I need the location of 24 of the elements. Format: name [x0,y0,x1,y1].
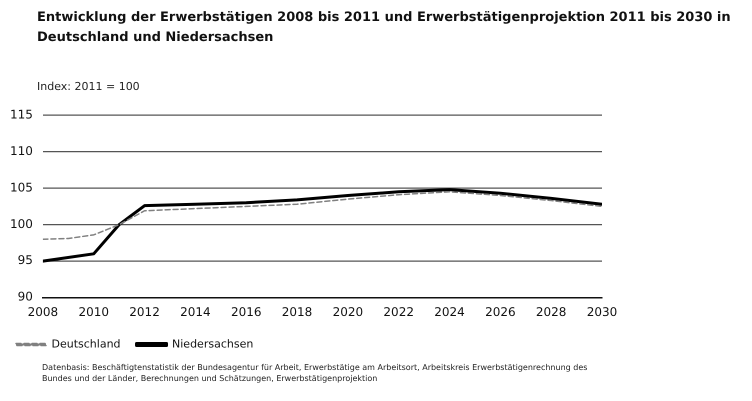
legend-label: Deutschland [52,337,121,350]
y-tick-label: 110 [10,144,33,158]
y-tick-label: 95 [18,253,33,268]
x-tick-label: 2028 [536,304,566,319]
x-tick-label: 2030 [586,304,618,319]
x-tick-label: 2020 [332,304,364,319]
x-tick-label: 2008 [28,304,58,319]
x-tick-label: 2026 [485,304,516,319]
x-tick-label: 2022 [383,304,414,319]
y-tick-label: 115 [10,107,33,122]
legend-label: Niedersachsen [172,337,254,350]
chart-title: Entwicklung der Erwerbstätigen 2008 bis 2011 und Erwerbstätigenprojektion 2011 bis 2030 in Deutschland und Niedersachsen [37,9,732,47]
x-tick-label: 2014 [180,304,211,319]
y-tick-label: 105 [10,180,33,194]
x-tick-label: 2016 [230,304,262,319]
y-axis-title: Index: 2011 = 100 [37,80,140,93]
text: Datenbasis: Beschäftigtenstatistik der Bundesagentur für Arbeit, Erwerbstätige am Arbeitsort, Arbeitskreis Erwerbstätigenrechnung des Bundes und der Länder, Berechnungen und Schätzungen, Erwerbstätigenprojektion [42,362,588,384]
x-tick-label: 2018 [282,304,312,319]
y-tick-label: 100 [10,216,33,231]
x-tick-label: 2024 [434,304,465,319]
y-tick-label: 90 [18,290,33,304]
line-series [42,191,602,240]
x-tick-label: 2010 [78,304,110,319]
x-tick-label: 2012 [129,304,160,319]
